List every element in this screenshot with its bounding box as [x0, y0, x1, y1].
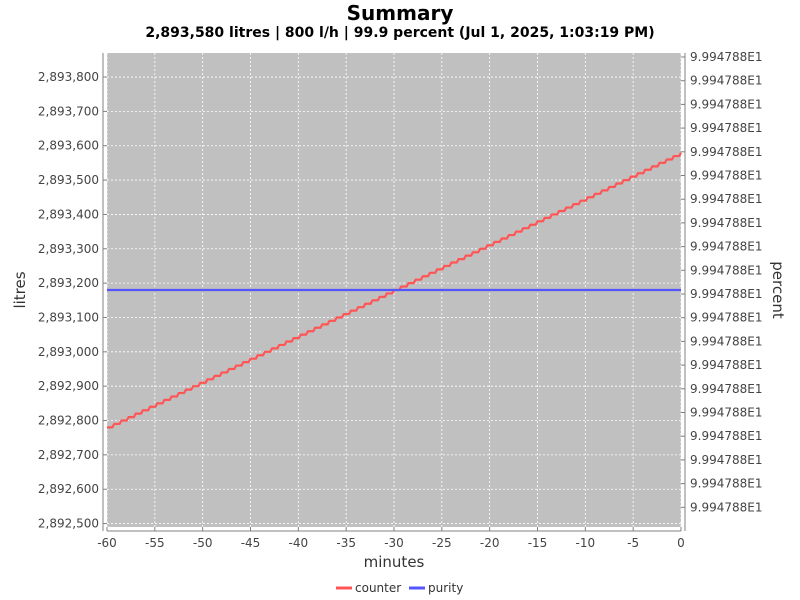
y-tick-label-left: 2,893,200 [38, 276, 99, 290]
y-tick-label-right: 9.994788E1 [690, 311, 762, 325]
y-axis-label-left: litres [11, 271, 29, 308]
y-tick-label-left: 2,893,700 [38, 104, 99, 118]
y-tick-label-right: 9.994788E1 [690, 477, 762, 491]
y-tick-label-right: 9.994788E1 [690, 287, 762, 301]
y-tick-label-right: 9.994788E1 [690, 240, 762, 254]
y-tick-label-right: 9.994788E1 [690, 74, 762, 88]
y-tick-label-right: 9.994788E1 [690, 121, 762, 135]
y-tick-label-right: 9.994788E1 [690, 334, 762, 348]
x-tick-label: -30 [384, 536, 404, 550]
x-tick-label: -35 [336, 536, 356, 550]
y-tick-label-left: 2,893,300 [38, 242, 99, 256]
x-tick-label: -45 [241, 536, 261, 550]
x-tick-label: 0 [677, 536, 685, 550]
y-tick-label-right: 9.994788E1 [690, 453, 762, 467]
y-tick-label-left: 2,893,800 [38, 70, 99, 84]
x-tick-label: -55 [145, 536, 165, 550]
y-axis-label-right: percent [769, 261, 787, 319]
chart-subtitle: 2,893,580 litres | 800 l/h | 99.9 percen… [145, 25, 655, 41]
y-tick-label-left: 2,892,700 [38, 448, 99, 462]
y-tick-label-right: 9.994788E1 [690, 50, 762, 64]
y-tick-label-right: 9.994788E1 [690, 358, 762, 372]
y-tick-label-right: 9.994788E1 [690, 216, 762, 230]
y-tick-label-left: 2,892,600 [38, 482, 99, 496]
x-tick-label: -50 [193, 536, 213, 550]
x-tick-label: -10 [576, 536, 596, 550]
series-layer [107, 152, 682, 429]
y-tick-label-left: 2,892,800 [38, 414, 99, 428]
y-tick-label-left: 2,892,900 [38, 379, 99, 393]
legend: counter purity [336, 581, 463, 595]
y-tick-label-right: 9.994788E1 [690, 263, 762, 277]
axes: -60 -55 -50 -45 -40 -35 -30 -25 -20 -15 -10 -5 02,89… [38, 50, 763, 550]
legend-label-counter: counter [355, 581, 401, 595]
legend-label-purity: purity [428, 581, 463, 595]
y-tick-label-right: 9.994788E1 [690, 406, 762, 420]
y-tick-label-left: 2,893,400 [38, 207, 99, 221]
x-tick-label: -15 [528, 536, 548, 550]
y-tick-label-left: 2,893,600 [38, 139, 99, 153]
y-tick-label-left: 2,893,100 [38, 310, 99, 324]
y-tick-label-right: 9.994788E1 [690, 429, 762, 443]
y-tick-label-left: 2,893,500 [38, 173, 99, 187]
x-tick-label: -5 [627, 536, 639, 550]
y-tick-label-right: 9.994788E1 [690, 97, 762, 111]
y-tick-label-right: 9.994788E1 [690, 500, 762, 514]
y-tick-label-right: 9.994788E1 [690, 145, 762, 159]
y-tick-label-right: 9.994788E1 [690, 382, 762, 396]
y-tick-label-right: 9.994788E1 [690, 192, 762, 206]
y-tick-label-left: 2,893,000 [38, 345, 99, 359]
x-tick-label: -20 [480, 536, 500, 550]
x-tick-label: -40 [289, 536, 309, 550]
y-tick-label-right: 9.994788E1 [690, 169, 762, 183]
chart-title: Summary [346, 1, 454, 25]
x-tick-label: -60 [97, 536, 117, 550]
x-tick-label: -25 [432, 536, 452, 550]
x-axis-label: minutes [364, 553, 425, 571]
y-tick-label-left: 2,892,500 [38, 517, 99, 531]
